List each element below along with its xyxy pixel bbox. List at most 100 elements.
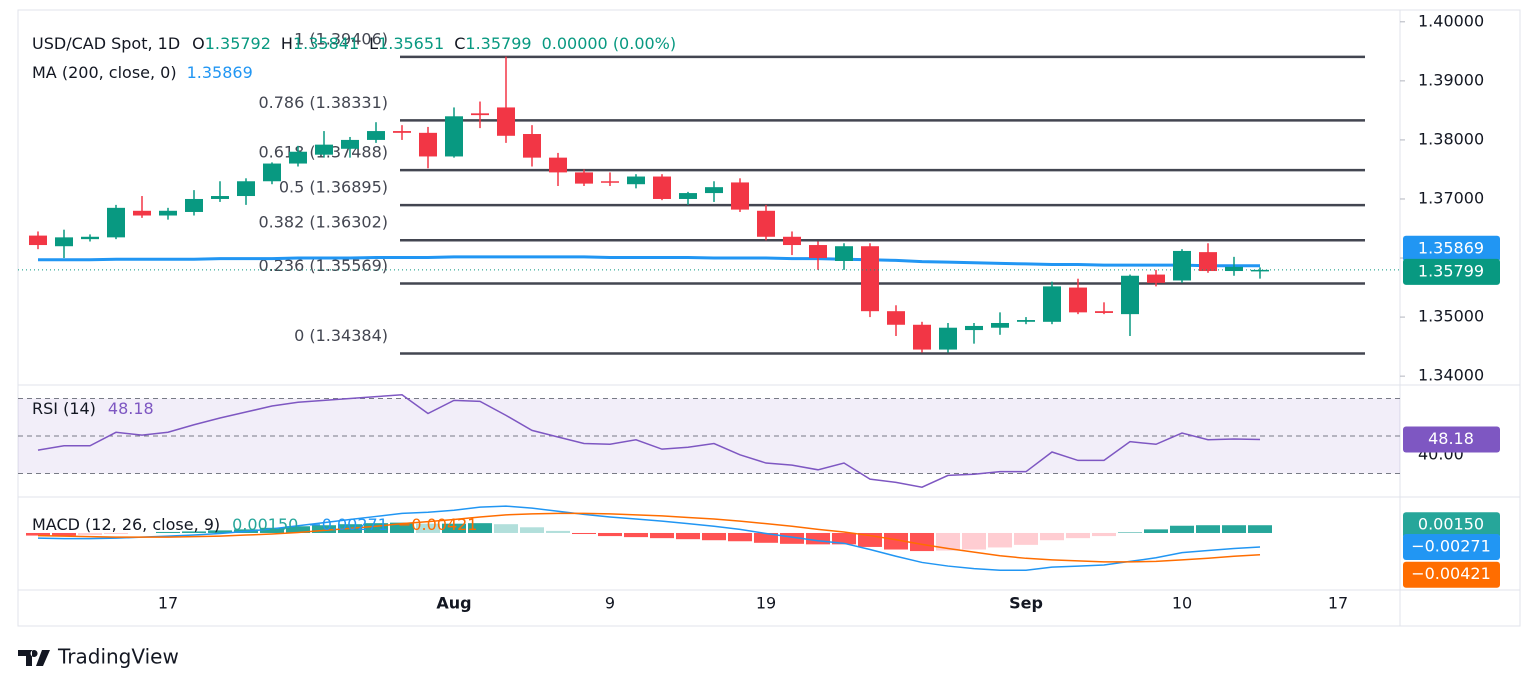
candle-body: [809, 245, 827, 259]
fib-label: 0.786 (1.38331): [258, 93, 388, 112]
rsi-legend: RSI (14) 48.18: [32, 399, 154, 418]
rsi-tag-bg: [1403, 426, 1500, 453]
fib-label: 1 (1.39406): [294, 29, 388, 48]
macd-value: −0.00421: [398, 515, 478, 534]
candle-body: [237, 181, 255, 197]
fib-label: 0 (1.34384): [294, 326, 388, 345]
candle-body: [1095, 311, 1113, 313]
candle-body: [835, 246, 853, 261]
histogram-bar: [156, 531, 180, 533]
macd-tag: −0.00421: [1411, 564, 1491, 583]
histogram-bar: [442, 523, 466, 533]
macd-line: [37, 512, 1261, 563]
histogram-bar: [78, 532, 102, 536]
histogram-bar: [520, 527, 544, 533]
candle-body: [211, 196, 229, 199]
histogram-bar: [26, 532, 50, 536]
candle-body: [601, 181, 619, 183]
y-tick-label: 1.39000: [1418, 70, 1484, 89]
ma-name: MA (200, close, 0): [32, 63, 177, 82]
candle-body: [731, 182, 749, 210]
macd-tag-bg: [1403, 561, 1500, 588]
macd-tag: −0.00271: [1411, 536, 1491, 555]
histogram-bar: [1092, 532, 1116, 537]
macd-legend: MACD (12, 26, close, 9) 0.00150 −0.00271 −0…: [32, 515, 477, 534]
histogram-bar: [468, 523, 492, 533]
histogram-bar: [988, 532, 1012, 548]
ma-value: 1.35869: [187, 63, 253, 82]
macd-line: [37, 505, 1261, 571]
tradingview-logo: TradingView: [18, 645, 179, 669]
candle-body: [1251, 269, 1269, 272]
x-tick-label: 9: [605, 594, 615, 613]
macd-name: MACD (12, 26, close, 9): [32, 515, 220, 534]
candle-body: [289, 151, 307, 164]
histogram-bar: [1196, 525, 1220, 533]
last-price-tag-bg: [1403, 258, 1500, 285]
candle-body: [159, 210, 177, 216]
candle-body: [1225, 266, 1243, 272]
change: 0.00000 (0.00%): [542, 34, 677, 53]
candle-body: [133, 210, 151, 216]
candle-body: [1017, 320, 1035, 322]
y-tick-label: 1.40000: [1418, 11, 1484, 30]
histogram-bar: [780, 532, 804, 544]
candle-body: [1121, 275, 1139, 315]
histogram-bar: [312, 525, 336, 533]
fib-label: 0.382 (1.36302): [258, 213, 388, 232]
ma-price-tag-bg: [1403, 235, 1500, 262]
candle-body: [679, 193, 697, 199]
candle-body: [107, 207, 125, 238]
candle-body: [575, 172, 593, 184]
legend-header: USD/CAD Spot, 1D O1.35792 H1.35841 L1.35651…: [32, 34, 676, 53]
candle-body: [991, 322, 1009, 328]
y-tick-label: 1.38000: [1418, 129, 1484, 148]
candle-body: [315, 144, 333, 155]
rsi-tag: 48.18: [1428, 429, 1474, 448]
candle-body: [1043, 286, 1061, 322]
histogram-bar: [806, 532, 830, 545]
histogram-bar: [572, 532, 596, 535]
candle-body: [263, 163, 281, 182]
histogram-bar: [390, 522, 414, 533]
histogram-bar: [728, 532, 752, 542]
y-tick-label: 1.34000: [1418, 366, 1484, 385]
candle-body: [757, 210, 775, 237]
x-tick-label: 10: [1172, 594, 1192, 613]
ma-legend: MA (200, close, 0) 1.35869: [32, 63, 253, 82]
histogram-bar: [962, 532, 986, 550]
histogram-bar: [936, 532, 960, 551]
candle-body: [341, 139, 359, 149]
macd-tag-bg: [1403, 533, 1500, 560]
histogram-bar: [1222, 525, 1246, 533]
x-tick-label: 19: [756, 594, 776, 613]
ohlc-value: 1.35651: [378, 34, 444, 53]
histogram-bar: [364, 523, 388, 533]
histogram-bar: [182, 531, 206, 533]
candle-body: [861, 246, 879, 312]
histogram-bar: [286, 526, 310, 533]
histogram-bar: [1248, 525, 1272, 533]
candle-body: [887, 311, 905, 325]
ohlc-value: 1.35799: [465, 34, 531, 53]
histogram-bar: [676, 532, 700, 540]
candle-body: [549, 157, 567, 173]
candle-body: [627, 176, 645, 185]
fib-label: 0.5 (1.36895): [279, 178, 388, 197]
candle-body: [1069, 287, 1087, 313]
histogram-bar: [884, 532, 908, 550]
candle-body: [1147, 274, 1165, 283]
ohlc-label: H: [281, 34, 293, 53]
rsi-line: [37, 393, 1261, 489]
brand: TradingView: [57, 645, 179, 669]
x-tick-label: Sep: [1009, 594, 1043, 613]
y-tick-label: 1.37000: [1418, 188, 1484, 207]
histogram-bar: [650, 532, 674, 539]
symbol: USD/CAD Spot, 1D: [32, 34, 180, 53]
candle-body: [653, 176, 671, 199]
histogram-bar: [1144, 529, 1168, 533]
histogram-bar: [910, 532, 934, 552]
x-tick-label: 17: [158, 594, 178, 613]
rsi-value: 48.18: [108, 399, 154, 418]
